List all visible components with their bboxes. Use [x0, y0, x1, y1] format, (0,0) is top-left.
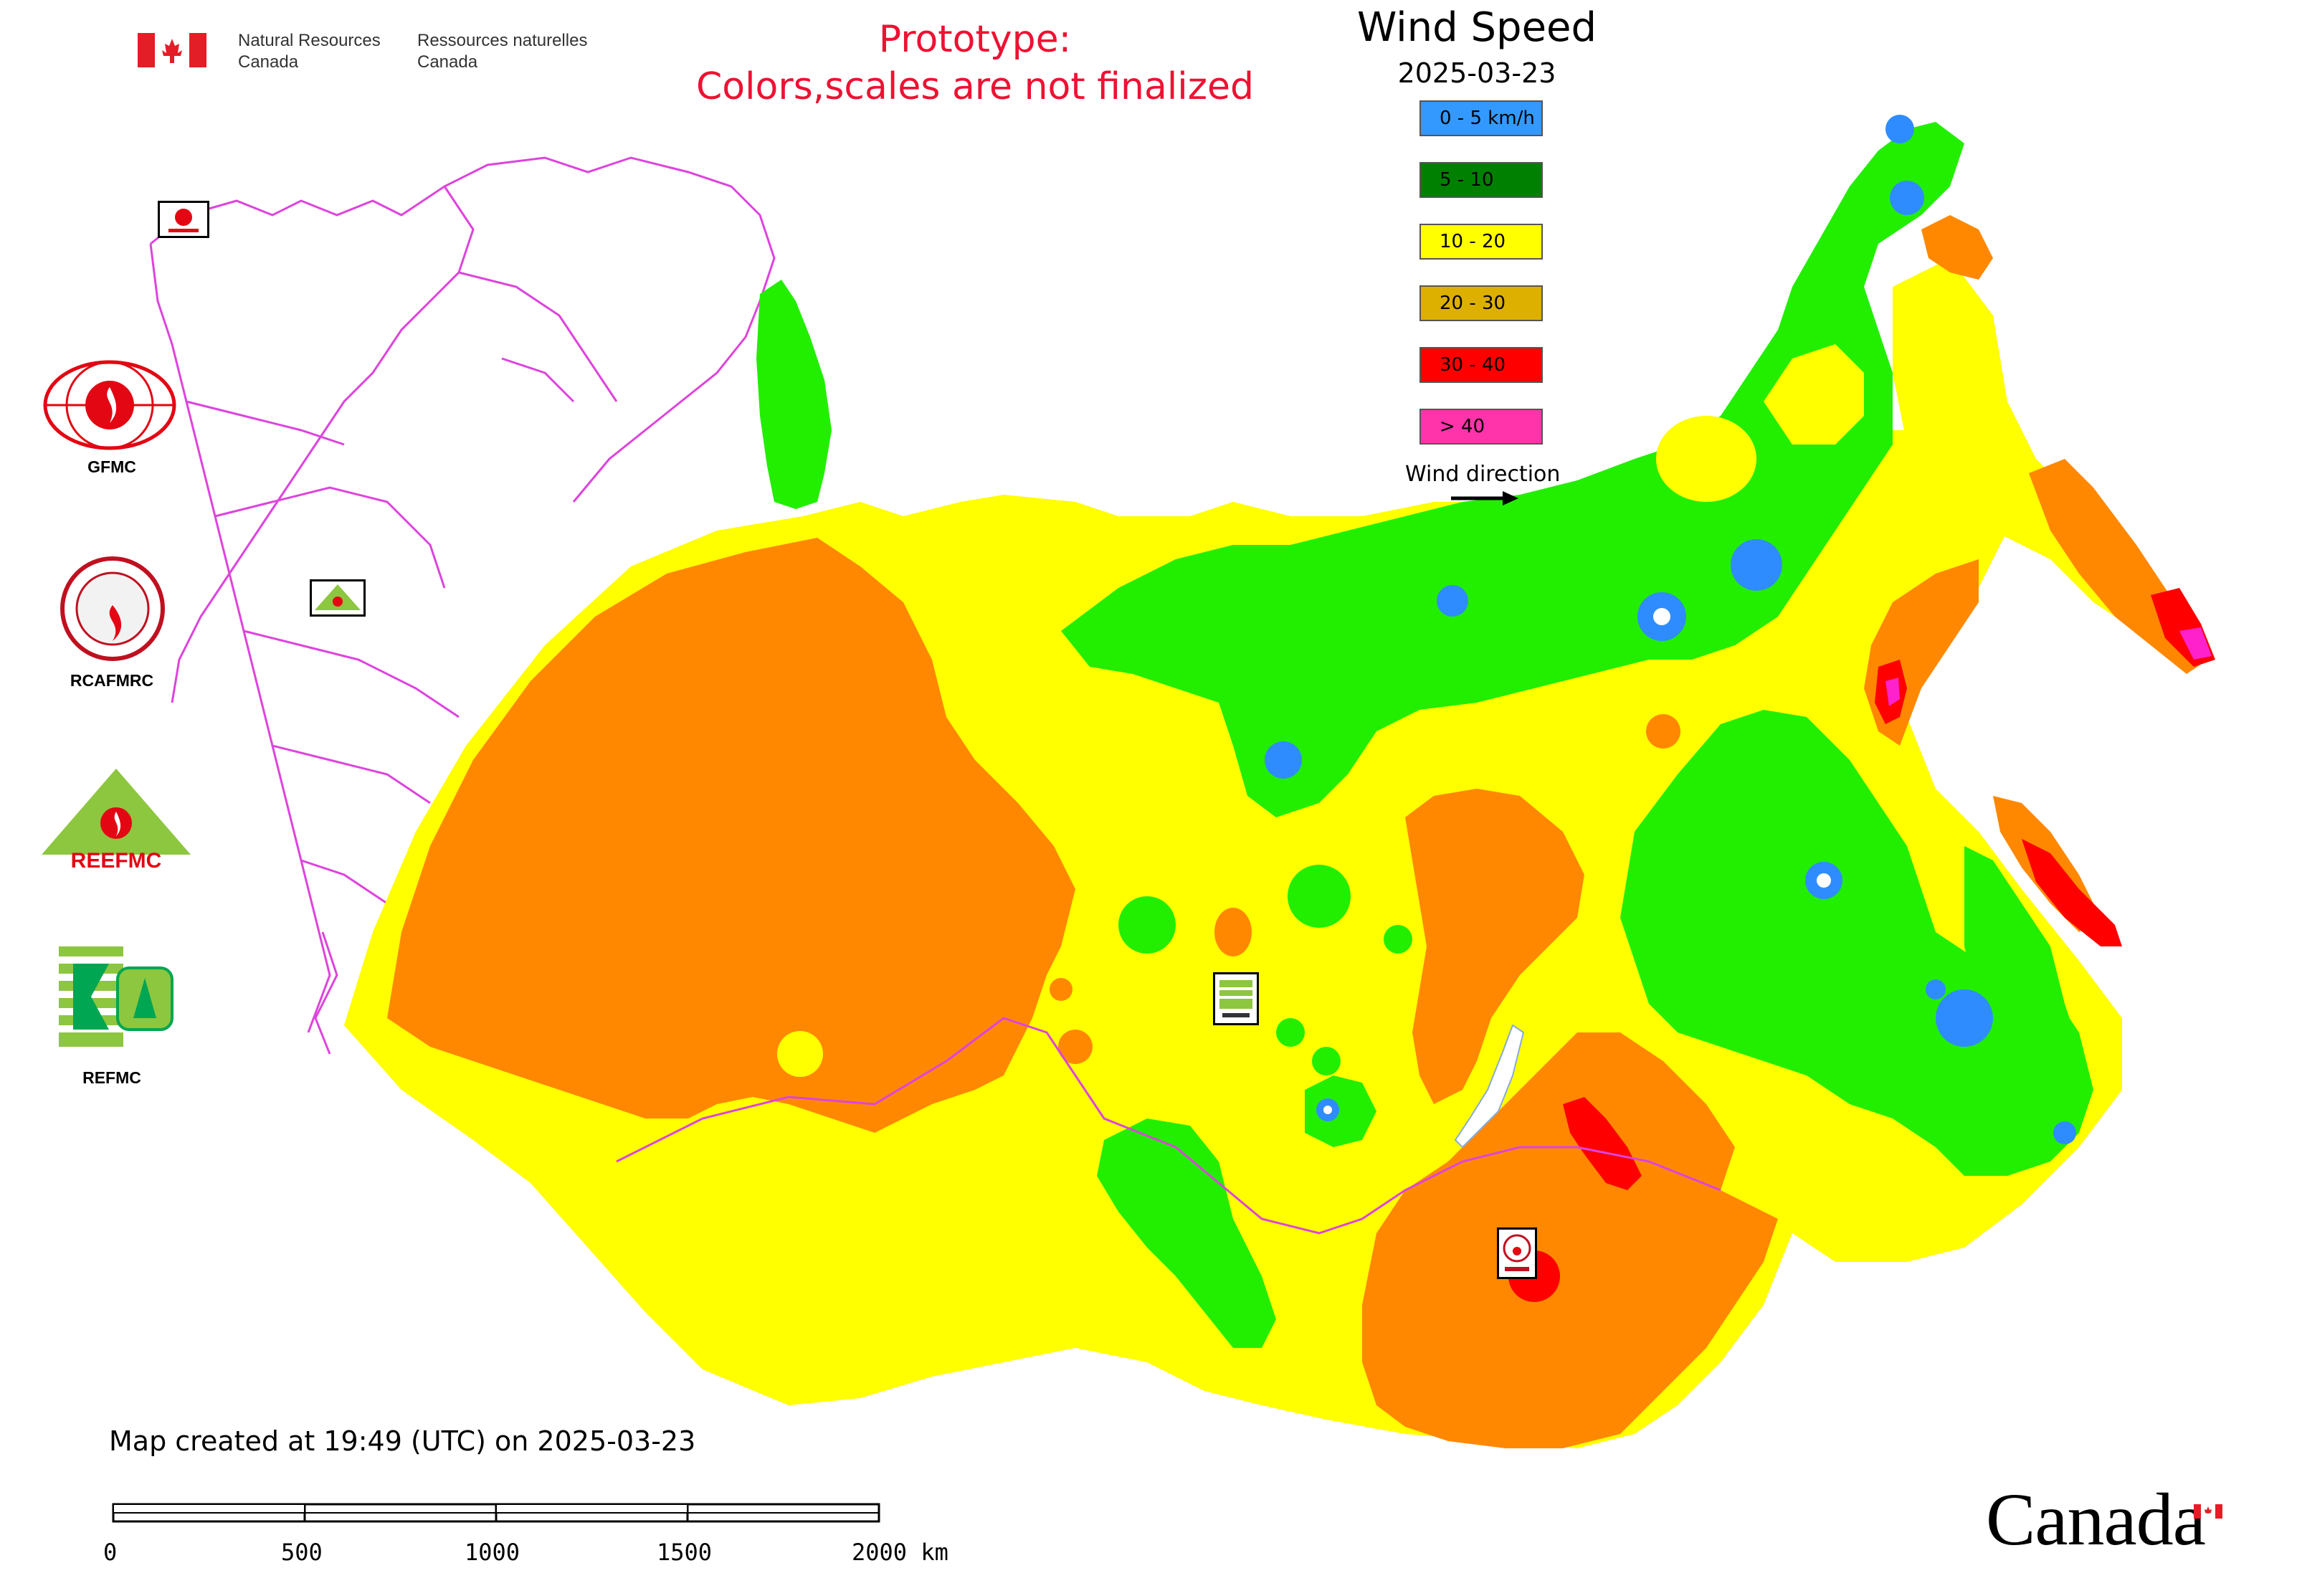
agency-en-line1: Natural Resources [238, 31, 381, 50]
legend-class-0: 0 - 5 km/h [1419, 100, 1543, 136]
prototype-notice-line1: Prototype: [878, 18, 1072, 61]
yellow-blob-north [1656, 416, 1756, 502]
baikal-orange-zone [1405, 789, 1584, 1104]
legend-class-5: > 40 [1419, 409, 1543, 445]
reefmc-logo-icon: REEFMC [39, 766, 194, 873]
western-orange-zone [387, 538, 1075, 1133]
green-spot-3 [1384, 925, 1412, 954]
scale-label-1500: 1500 [657, 1539, 713, 1566]
rcafmrc-logo-icon [59, 555, 166, 665]
calm-spot-1 [1437, 585, 1468, 617]
gfmc-map-marker-icon [158, 201, 209, 238]
calm-spot-11 [1885, 115, 1914, 143]
prototype-notice-line2: Colors,scales are not finalized [695, 65, 1255, 108]
canada-wordmark: Canada [1986, 1478, 2206, 1561]
legend-class-2-label: 10 - 20 [1440, 231, 1506, 252]
calm-spot-9 [2053, 1121, 2076, 1144]
northeast-yellow-blob [1764, 344, 1864, 445]
east-coast-magenta-zone [1885, 678, 1900, 706]
lake-spot-3 [1323, 1106, 1332, 1114]
legend-class-0-label: 0 - 5 km/h [1440, 108, 1535, 129]
northeast-orange-patch [1921, 215, 1993, 280]
refmc-map-marker-icon [1213, 972, 1259, 1025]
orange-spot-1 [1214, 908, 1252, 956]
calm-spot-4 [1265, 741, 1302, 779]
green-spot-4 [1276, 1018, 1305, 1047]
green-spot-2 [1288, 865, 1351, 928]
legend-class-4: 30 - 40 [1419, 347, 1543, 383]
lake-spot-1 [1653, 608, 1670, 625]
northern-green-zone [1061, 122, 1964, 817]
scale-label-0: 0 [103, 1539, 118, 1566]
agency-en-line2: Canada [238, 52, 299, 72]
refmc-logo-icon [59, 946, 173, 1050]
calm-spot-7 [1936, 989, 1993, 1047]
scale-label-500: 500 [281, 1539, 323, 1566]
coast-green-zone [1964, 846, 2079, 1162]
calm-spot-5 [1890, 181, 1924, 215]
yellow-spot-west [777, 1031, 823, 1077]
orange-spot-3 [1058, 1030, 1093, 1064]
green-spot-1 [1118, 896, 1176, 954]
legend-class-2: 10 - 20 [1419, 224, 1543, 260]
legend-class-1-label: 5 - 10 [1440, 169, 1494, 191]
orange-spot-2 [1646, 714, 1680, 749]
canada-flag-icon [138, 33, 206, 67]
prototype-notice: Prototype: Colors,scales are not finaliz… [660, 16, 1290, 110]
legend-class-3-label: 20 - 30 [1440, 293, 1506, 314]
map-created-note: Map created at 19:49 (UTC) on 2025-03-23 [109, 1425, 696, 1457]
agency-fr-line2: Canada [417, 52, 478, 72]
legend-date: 2025-03-23 [1397, 57, 1556, 89]
sakhalin-red-zone [2022, 839, 2122, 946]
orange-spot-4 [1050, 978, 1072, 1001]
southern-green-pocket [1097, 1118, 1276, 1348]
agency-fr-line1: Ressources naturelles [417, 31, 588, 50]
europe-border-outlines [149, 156, 776, 1055]
legend-class-3: 20 - 30 [1419, 285, 1543, 321]
calm-spot-10 [1926, 979, 1946, 999]
legend-title: Wind Speed [1356, 4, 1597, 51]
org-label-gfmc: GFMC [87, 457, 136, 476]
scale-label-1000: 1000 [465, 1539, 520, 1566]
rcafmrc-map-marker-icon [1497, 1227, 1537, 1279]
mid-green-blob [1305, 1075, 1376, 1147]
legend-class-4-label: 30 - 40 [1440, 354, 1506, 376]
agency-name-en: Natural Resources Canada [238, 30, 381, 73]
scandinavia-zone [756, 280, 832, 509]
org-label-rcafmrc: RCAFMRC [70, 671, 154, 690]
legend-class-5-label: > 40 [1440, 416, 1485, 437]
scale-label-2000: 2000 km [852, 1539, 948, 1566]
calm-spot-3 [1731, 539, 1782, 591]
southeast-red-zone-a [1563, 1097, 1642, 1190]
wordmark-flag-icon [2194, 1504, 2222, 1521]
scale-bar [112, 1503, 886, 1527]
southeast-orange-zone [1362, 1032, 1778, 1448]
reefmc-logo-text: REEFMC [71, 849, 162, 870]
south-border-line [616, 1017, 1721, 1235]
agency-name-fr: Ressources naturelles Canada [417, 30, 587, 73]
reefmc-map-marker-icon [310, 579, 366, 617]
org-label-refmc: REFMC [82, 1068, 141, 1087]
kamchatka-magenta-zone [2179, 627, 2212, 660]
wind-direction-label: Wind direction [1405, 462, 1561, 487]
gfmc-logo-icon [42, 358, 178, 455]
lake-spot-2 [1817, 873, 1831, 888]
lake-baikal [1454, 1024, 1525, 1149]
amur-green-zone [1620, 710, 2093, 1176]
wind-direction-arrow-icon [1448, 488, 1520, 512]
legend-class-1: 5 - 10 [1419, 162, 1543, 198]
green-spot-5 [1312, 1047, 1341, 1075]
